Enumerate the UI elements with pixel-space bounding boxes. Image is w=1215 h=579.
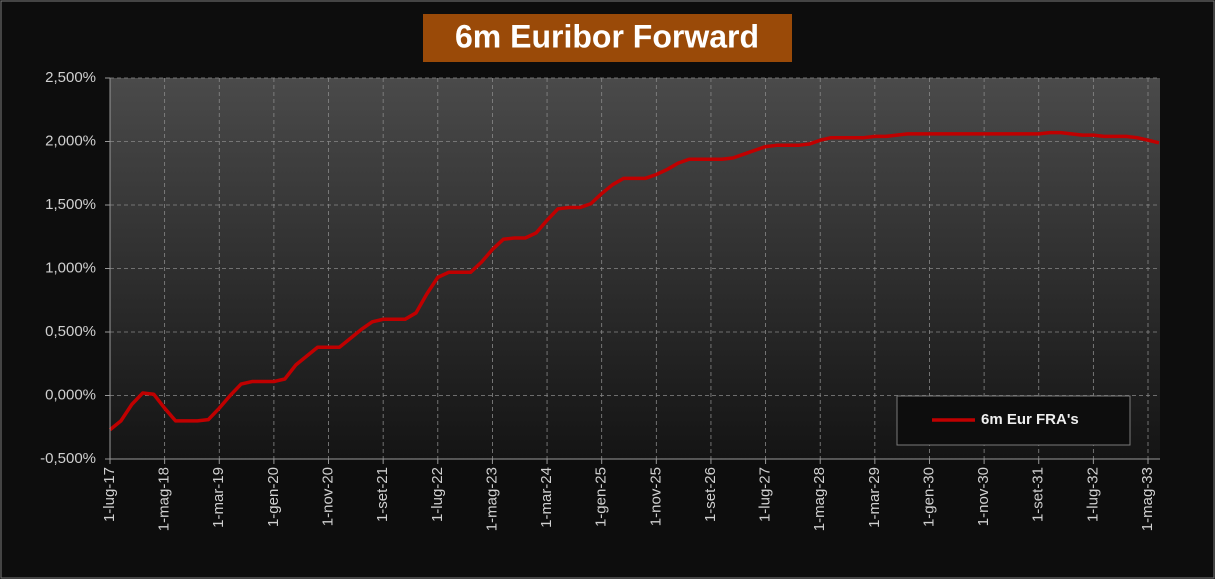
y-tick-label: 0,000% [45,386,96,403]
x-tick-label: 1-lug-32 [1084,467,1101,522]
y-tick-label: 2,000% [45,132,96,149]
y-tick-label: 0,500% [45,323,96,340]
x-tick-label: 1-gen-30 [920,467,937,527]
x-tick-label: 1-lug-17 [101,467,118,522]
x-tick-label: 1-gen-25 [593,467,610,527]
series-line [108,130,1160,432]
x-tick-label: 1-mar-29 [866,467,883,528]
x-tick-label: 1-mag-28 [811,467,828,531]
x-tick-label: 1-set-26 [702,467,719,522]
x-tick-label: 1-lug-27 [757,467,774,522]
x-tick-label: 1-mag-18 [156,467,173,531]
x-tick-label: 1-mag-23 [483,467,500,531]
x-tick-label: 1-nov-20 [319,467,336,526]
y-tick-label: 1,500% [45,196,96,213]
x-tick-label: 1-mar-19 [210,467,227,528]
x-tick-label: 1-nov-30 [975,467,992,526]
x-tick-label: 1-nov-25 [647,467,664,526]
y-tick-label: 2,500% [45,69,96,86]
x-tick-label: 1-mag-33 [1139,467,1156,531]
x-tick-label: 1-gen-20 [265,467,282,527]
x-tick-label: 1-mar-24 [538,467,555,528]
y-tick-label: 1,000% [45,259,96,276]
x-tick-label: 1-lug-22 [429,467,446,522]
legend-label: 6m Eur FRA's [981,411,1079,428]
x-tick-label: 1-set-21 [374,467,391,522]
y-tick-label: -0,500% [40,450,96,467]
chart-title: 6m Euribor Forward [455,18,759,54]
title-box [423,14,792,62]
x-tick-label: 1-set-31 [1030,467,1047,522]
